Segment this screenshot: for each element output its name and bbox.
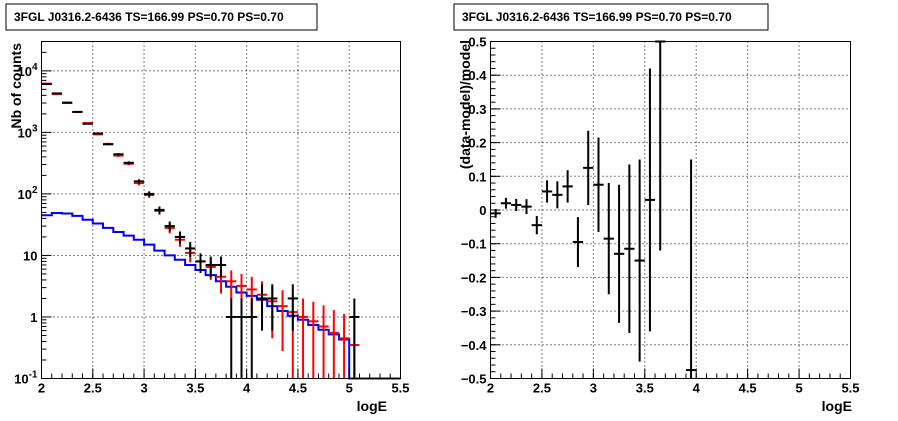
data-point bbox=[215, 256, 227, 278]
x-tick-label: 5 bbox=[795, 381, 802, 396]
y-tick-label: −0.3 bbox=[461, 304, 487, 319]
y-tick-label: 0.3 bbox=[468, 102, 486, 117]
data-point bbox=[113, 153, 124, 156]
y-axis-title: (data-model)/model bbox=[457, 40, 473, 169]
data-point bbox=[226, 298, 237, 379]
x-tick-label: 2.5 bbox=[84, 381, 102, 396]
data-point bbox=[349, 298, 360, 379]
data-point bbox=[521, 199, 532, 215]
data-point bbox=[613, 184, 625, 323]
data-point bbox=[103, 143, 114, 146]
data-point bbox=[624, 164, 635, 334]
data-point bbox=[205, 256, 216, 278]
panel-title: 3FGL J0316.2-6436 TS=166.99 PS=0.70 PS=0… bbox=[14, 10, 284, 24]
panel-title-box bbox=[5, 3, 318, 31]
panel-title: 3FGL J0316.2-6436 TS=166.99 PS=0.70 PS=0… bbox=[462, 10, 732, 24]
data-point bbox=[174, 231, 186, 244]
counts-panel: 3FGL J0316.2-6436 TS=166.99 PS=0.70 PS=0… bbox=[5, 3, 410, 414]
x-tick-label: 5 bbox=[346, 381, 353, 396]
data-point bbox=[634, 159, 645, 362]
data-point bbox=[644, 68, 656, 332]
x-tick-label: 2 bbox=[487, 381, 494, 396]
y-tick-label: 0 bbox=[479, 203, 486, 218]
data-point bbox=[500, 197, 512, 209]
data-point bbox=[133, 179, 145, 184]
data-point bbox=[256, 284, 268, 331]
x-axis-title: logE bbox=[357, 398, 387, 414]
data-point bbox=[236, 298, 247, 379]
data-point bbox=[603, 183, 614, 295]
x-tick-label: 4 bbox=[243, 381, 251, 396]
data-point bbox=[246, 298, 257, 379]
x-tick-label: 3 bbox=[590, 381, 597, 396]
y-axis-title: Nb of counts bbox=[8, 43, 24, 129]
model-point bbox=[297, 298, 309, 379]
data-point bbox=[144, 191, 155, 197]
data-point bbox=[195, 253, 206, 273]
data-point bbox=[154, 206, 165, 214]
model-point bbox=[277, 290, 288, 351]
data-point bbox=[72, 110, 83, 113]
x-tick-label: 3.5 bbox=[636, 381, 654, 396]
y-tick-label: 0.1 bbox=[468, 169, 486, 184]
panel-title-box bbox=[453, 3, 769, 31]
data-point bbox=[562, 170, 573, 203]
x-tick-label: 5.5 bbox=[391, 381, 409, 396]
y-tick-label: 0.4 bbox=[468, 68, 487, 83]
data-point bbox=[82, 122, 93, 125]
data-point bbox=[572, 217, 584, 267]
x-tick-label: 2.5 bbox=[533, 381, 551, 396]
model-step-line bbox=[41, 212, 401, 380]
residuals-panel: 3FGL J0316.2-6436 TS=166.99 PS=0.70 PS=0… bbox=[453, 3, 860, 414]
x-tick-label: 4.5 bbox=[739, 381, 757, 396]
model-point bbox=[328, 310, 339, 379]
data-point bbox=[185, 241, 196, 258]
y-tick-label: −0.4 bbox=[461, 338, 487, 353]
data-point bbox=[51, 92, 63, 95]
data-point bbox=[287, 284, 298, 331]
y-tick-label: 10 bbox=[23, 248, 37, 263]
data-point bbox=[62, 101, 73, 104]
data-point bbox=[123, 161, 134, 165]
data-point bbox=[552, 181, 563, 209]
y-tick-label: −0.2 bbox=[461, 270, 487, 285]
y-tick-label: −0.5 bbox=[461, 372, 487, 387]
model-point bbox=[318, 305, 329, 379]
x-tick-label: 4 bbox=[693, 381, 701, 396]
data-point bbox=[541, 180, 553, 203]
x-tick-label: 3.5 bbox=[186, 381, 204, 396]
data-point bbox=[267, 284, 278, 331]
x-tick-label: 2 bbox=[38, 381, 45, 396]
data-point bbox=[531, 216, 542, 235]
x-tick-label: 4.5 bbox=[289, 381, 307, 396]
x-axis-title: logE bbox=[822, 398, 852, 414]
y-tick-label: 1 bbox=[30, 310, 37, 325]
data-point bbox=[655, 40, 666, 251]
model-point bbox=[226, 270, 237, 300]
y-tick-label: 0.5 bbox=[468, 35, 486, 50]
data-point bbox=[583, 130, 594, 205]
y-tick-label: −0.1 bbox=[461, 237, 487, 252]
data-point bbox=[593, 137, 604, 232]
data-point bbox=[92, 132, 104, 135]
data-point bbox=[164, 221, 175, 232]
plot-frame bbox=[41, 41, 401, 379]
model-point bbox=[308, 301, 319, 379]
x-tick-label: 5.5 bbox=[841, 381, 859, 396]
x-tick-label: 3 bbox=[140, 381, 147, 396]
data-point bbox=[685, 159, 697, 379]
y-tick-label: 102 bbox=[17, 185, 37, 202]
y-tick-label: 10-1 bbox=[14, 370, 38, 387]
model-point bbox=[338, 313, 350, 379]
data-point bbox=[511, 198, 522, 212]
y-tick-label: 0.2 bbox=[468, 136, 486, 151]
